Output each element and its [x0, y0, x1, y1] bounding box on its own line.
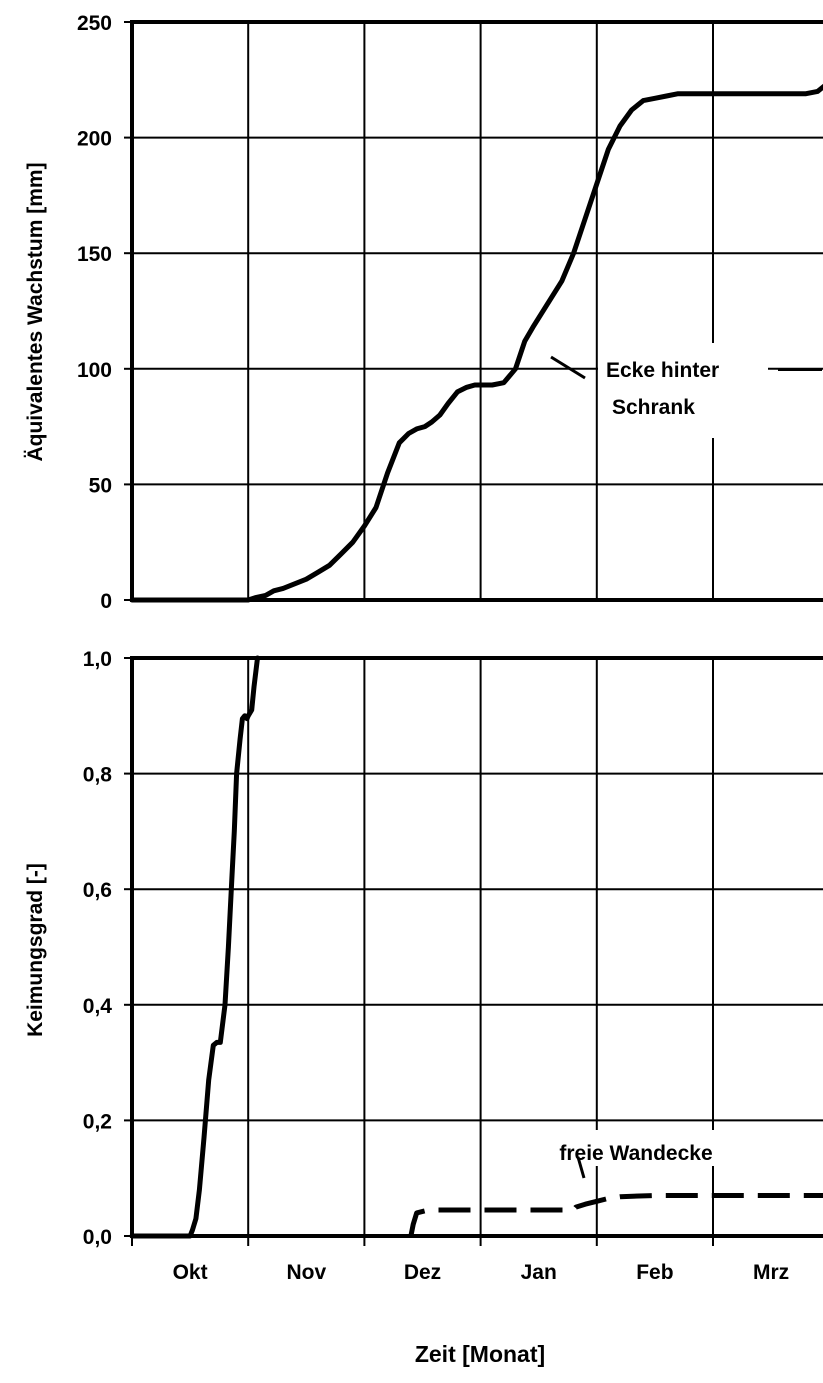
x-tick-label: Jan [521, 1261, 557, 1284]
x-tick-labels: Okt Nov Dez Jan Feb Mrz [131, 1236, 789, 1284]
solid-series-line-top [129, 83, 823, 603]
annotation-label-line1: Ecke hinter [606, 359, 719, 382]
x-tick-label: Feb [636, 1261, 673, 1284]
x-tick-label: Okt [173, 1261, 208, 1284]
x-tick-label: Dez [404, 1261, 441, 1284]
annotation-ecke-hinter-schrank: Ecke hinter Schrank [550, 343, 822, 438]
solid-series-line-bottom [129, 655, 260, 1239]
top-y-tick-label: 150 [77, 243, 112, 266]
bottom-y-tick-label: 0,6 [83, 879, 112, 902]
top-y-tick-label: 200 [77, 128, 112, 151]
bottom-y-tick-label: 1,0 [83, 648, 112, 671]
panel-frames [130, 20, 823, 1238]
annotation-label-line2: Schrank [612, 396, 695, 419]
bottom-y-tick-label: 0,2 [83, 1110, 112, 1133]
top-panel-y-ticks: 0 50 100 150 200 250 [77, 12, 132, 613]
bottom-y-tick-label: 0,0 [83, 1226, 112, 1249]
bottom-panel-series [129, 655, 823, 1239]
annotation-freie-wandecke: freie Wandecke [522, 1130, 752, 1179]
top-y-tick-label: 250 [77, 12, 112, 35]
annotation-leader-line [576, 1156, 586, 1179]
annotation-background [522, 1130, 752, 1166]
top-y-tick-label: 0 [100, 590, 112, 613]
top-y-tick-label: 50 [89, 474, 112, 497]
bottom-y-tick-label: 0,4 [83, 995, 113, 1018]
x-axis-label: Zeit [Monat] [415, 1341, 545, 1367]
bottom-y-axis-label: Keimungsgrad [-] [24, 863, 47, 1037]
top-y-axis-label: Äquivalentes Wachstum [mm] [24, 162, 47, 461]
bottom-panel-y-ticks: 0,0 0,2 0,4 0,6 0,8 1,0 [83, 648, 132, 1249]
x-tick-label: Nov [286, 1261, 326, 1284]
bottom-y-tick-label: 0,8 [83, 764, 113, 787]
dashed-series-line-bottom [408, 1193, 823, 1237]
annotation-label: freie Wandecke [559, 1142, 712, 1165]
top-y-tick-label: 100 [77, 359, 112, 382]
top-panel-series [129, 83, 823, 603]
x-tick-label: Mrz [753, 1261, 789, 1284]
annotation-background [598, 343, 768, 438]
top-panel-grid [132, 21, 823, 601]
annotation-leader-line [550, 355, 586, 380]
